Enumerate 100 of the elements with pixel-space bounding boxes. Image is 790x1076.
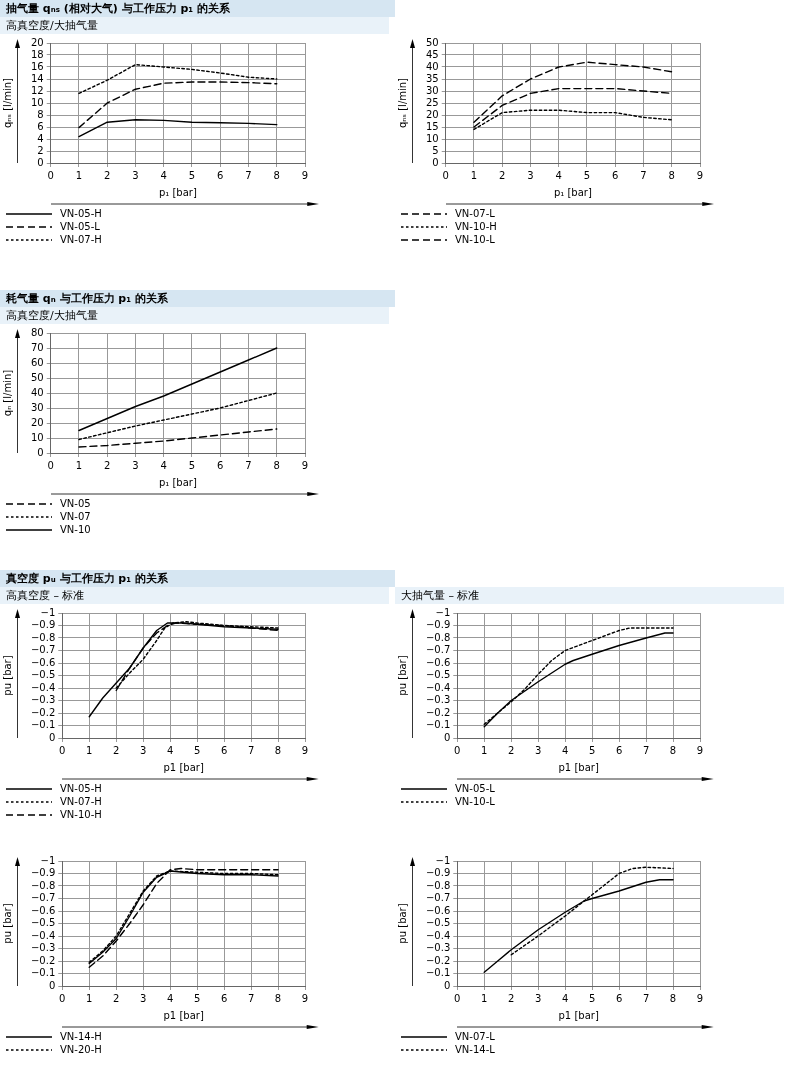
legend-label: VN-05-L [455,783,495,794]
x-tick-label: 6 [615,744,623,756]
x-tick-label: 4 [166,744,174,756]
x-tick-label: 1 [86,744,93,756]
x-tick-label: 3 [140,744,147,756]
x-tick-label: 8 [274,744,282,756]
y-tick-label: −0.4 [425,681,451,693]
x-tick-label: 7 [247,992,255,1004]
y-tick-label: 12 [30,84,44,96]
y-tick-label: −0.5 [30,669,56,681]
x-tick-label: 0 [454,744,461,756]
x-tick-label: 8 [668,169,675,181]
x-tick-label: 7 [640,169,647,181]
y-tick-label: −0.8 [425,631,451,643]
x-tick-label: 1 [481,744,488,756]
chart-subtitle: 高真空度/大抽气量 [0,17,389,34]
y-tick-label: −0.6 [425,656,451,668]
x-axis-title: p1 [bar] [163,761,204,773]
y-tick-label: −1 [435,854,451,866]
chart-subtitle: 大抽气量 – 标准 [395,587,784,604]
y-tick-label: −0.1 [425,967,451,979]
chart-subtitle: 高真空度 – 标准 [0,587,389,604]
y-tick-label: 5 [432,144,439,156]
y-tick-label: −0.6 [30,656,56,668]
y-tick-label: −0.8 [30,879,56,891]
y-tick-label: −0.1 [30,719,56,731]
x-tick-label: 8 [273,169,280,181]
y-tick-label: 16 [30,60,44,72]
x-tick-label: 5 [188,459,196,471]
legend-label: VN-05-H [60,208,102,219]
x-tick-label: 4 [561,992,569,1004]
x-tick-label: 9 [696,169,704,181]
y-axis-title: pu [bar] [1,655,13,696]
x-axis-title: p₁ [bar] [158,476,197,488]
y-tick-label: 18 [30,48,44,60]
x-tick-label: 2 [508,744,515,756]
y-tick-label: 50 [425,36,439,48]
y-tick-label: 40 [30,386,44,398]
y-tick-label: 30 [425,84,439,96]
legend-label: VN-05-L [60,221,100,232]
legend-label: VN-10-L [455,796,495,807]
x-axis-title: p1 [bar] [163,1009,204,1021]
y-tick-label: 0 [37,446,44,458]
x-tick-label: 4 [166,992,174,1004]
x-tick-label: 2 [104,169,111,181]
x-tick-label: 2 [113,744,120,756]
x-tick-label: 9 [301,459,309,471]
y-tick-label: 10 [425,132,439,144]
y-tick-label: 80 [30,326,44,338]
y-axis-title: qₙₛ [l/min] [1,77,13,129]
y-tick-label: −0.8 [30,631,56,643]
legend-label: VN-07-L [455,208,495,219]
y-tick-label: −0.7 [425,892,451,904]
y-tick-label: 0 [48,979,56,991]
chart-title: 耗气量 qₙ 与工作压力 p₁ 的关系 [0,290,395,307]
x-tick-label: 1 [86,992,93,1004]
y-tick-label: −0.4 [425,929,451,941]
y-tick-label: 14 [30,72,44,84]
y-tick-label: −1 [435,606,451,618]
y-tick-label: 0 [443,731,451,743]
y-tick-label: 10 [30,431,44,443]
legend-label: VN-07-H [60,234,102,245]
y-tick-label: 60 [30,356,44,368]
y-tick-label: −0.3 [425,942,451,954]
x-tick-label: 3 [140,992,147,1004]
y-tick-label: 30 [30,401,44,413]
y-tick-label: 8 [37,108,44,120]
y-tick-label: −0.9 [425,619,451,631]
x-tick-label: 0 [59,992,66,1004]
x-tick-label: 7 [245,459,252,471]
x-tick-label: 6 [217,169,224,181]
x-tick-label: 5 [188,169,196,181]
y-tick-label: 6 [37,120,44,132]
legend-label: VN-10-L [455,234,495,245]
x-tick-label: 6 [220,744,228,756]
y-tick-label: −0.4 [30,929,56,941]
chart-title: 真空度 pᵤ 与工作压力 p₁ 的关系 [0,570,395,587]
x-tick-label: 9 [301,744,309,756]
x-tick-label: 6 [220,992,228,1004]
x-tick-label: 3 [527,169,534,181]
x-tick-label: 4 [555,169,562,181]
chart-subtitle: 高真空度/大抽气量 [0,307,389,324]
legend-label: VN-14-H [60,1031,102,1042]
x-axis-title: p₁ [bar] [553,186,592,198]
y-tick-label: −0.6 [30,904,56,916]
x-tick-label: 7 [642,992,650,1004]
y-tick-label: 0 [48,731,56,743]
legend-label: VN-07-L [455,1031,495,1042]
y-tick-label: −0.7 [30,644,56,656]
x-tick-label: 4 [561,744,569,756]
y-tick-label: 2 [37,144,44,156]
x-tick-label: 3 [132,169,139,181]
x-tick-label: 1 [75,459,83,471]
x-tick-label: 8 [669,992,677,1004]
x-tick-label: 2 [508,992,515,1004]
y-tick-label: −0.7 [30,892,56,904]
y-tick-label: 15 [425,120,439,132]
x-tick-label: 3 [535,992,542,1004]
x-tick-label: 9 [696,992,704,1004]
y-tick-label: −0.2 [425,706,451,718]
